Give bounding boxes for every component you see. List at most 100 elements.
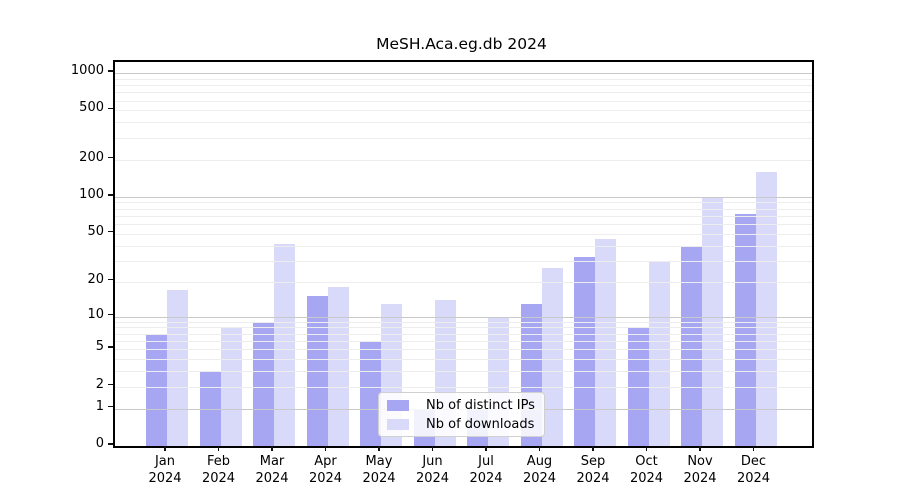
bar-downloads-mar [274,244,295,446]
bar-downloads-feb [220,327,242,446]
bar-ips-jan [146,333,167,446]
x-tick-mark-feb [217,446,220,451]
y-tick-label-20: 20 [87,271,104,287]
y-tick-label-500: 500 [79,100,104,116]
x-tick-label-may: May 2024 [362,454,396,486]
y-tick-mark-1000 [108,70,113,72]
x-tick-mark-may [378,446,380,451]
bar-downloads-apr [327,287,349,446]
gridline-minor-50 [115,233,812,235]
gridline-minor-40 [115,245,812,247]
gridline-minor-8 [115,327,812,329]
y-tick-mark-500 [108,107,113,110]
x-tick-label-sep: Sep 2024 [576,454,610,486]
y-tick-mark-200 [108,156,113,159]
gridline-minor-700 [115,92,812,94]
bar-downloads-nov [702,196,723,446]
x-tick-mark-apr [324,446,327,451]
y-tick-mark-1 [108,405,113,408]
x-tick-label-feb: Feb 2024 [201,454,236,486]
gridline-minor-600 [115,100,812,102]
x-tick-mark-jun [431,446,434,451]
x-tick-mark-dec [752,446,755,451]
y-tick-label-100: 100 [79,186,104,202]
gridline-minor-500 [115,110,812,112]
y-tick-label-1000: 1000 [70,62,104,78]
y-tick-mark-50 [108,230,113,233]
gridline-minor-20 [115,281,812,283]
x-tick-mark-nov [699,446,701,451]
gridline-minor-2 [115,386,812,388]
x-tick-mark-aug [538,446,541,451]
x-tick-label-nov: Nov 2024 [683,454,717,486]
downloads-swatch [387,418,409,430]
legend-label: Nb of downloads [426,416,535,432]
y-tick-mark-0 [108,443,113,445]
y-tick-label-200: 200 [79,149,104,165]
gridline-minor-6 [115,340,812,342]
gridline-minor-30 [115,260,812,262]
bar-downloads-dec [755,171,777,446]
gridline-minor-60 [115,224,812,225]
gridline-major-100 [115,196,812,198]
x-tick-label-jan: Jan 2024 [148,454,182,486]
x-tick-label-apr: Apr 2024 [308,454,343,486]
gridline-minor-800 [115,85,812,86]
chart-title: MeSH.Aca.eg.db 2024 [376,35,547,53]
x-tick-mark-jul [485,446,487,451]
gridline-minor-900 [115,78,812,80]
y-tick-label-50: 50 [87,223,104,239]
gridline-minor-90 [115,202,812,204]
legend: Nb of distinct IPs Nb of downloads [378,392,545,437]
bar-ips-may [360,340,381,446]
gridline-minor-5 [115,349,812,351]
x-tick-label-aug: Aug 2024 [522,454,557,486]
gridline-minor-400 [115,122,812,124]
gridline-minor-300 [115,137,812,139]
gridline-major-1000 [115,72,812,74]
gridline-minor-3 [115,371,812,373]
y-tick-mark-20 [108,278,113,281]
gridline-minor-9 [115,321,812,323]
y-tick-mark-100 [108,194,113,196]
gridline-major-10 [115,316,812,318]
gridline-minor-7 [115,333,812,335]
gridline-minor-200 [115,159,812,161]
x-tick-mark-mar [271,446,273,451]
y-tick-mark-5 [108,346,113,348]
bar-downloads-sep [595,239,616,446]
bar-downloads-jan [167,289,188,446]
y-tick-label-1: 1 [95,398,104,414]
x-tick-label-jul: Jul 2024 [469,454,503,486]
bar-ips-mar [253,321,274,446]
bar-ips-nov [681,245,702,446]
gridline-minor-4 [115,359,812,361]
x-tick-label-oct: Oct 2024 [629,454,664,486]
legend-label: Nb of distinct IPs [426,397,535,413]
y-tick-label-0: 0 [95,436,104,451]
y-tick-label-2: 2 [95,376,104,392]
x-tick-mark-sep [592,446,594,451]
bar-downloads-aug [541,268,563,446]
plot-area [113,60,814,448]
x-tick-label-dec: Dec 2024 [736,454,771,486]
bar-ips-dec [734,213,756,446]
gridline-minor-80 [115,208,812,210]
x-tick-mark-jan [164,446,166,451]
x-tick-label-mar: Mar 2024 [255,454,289,486]
y-tick-mark-2 [108,383,113,386]
x-tick-label-jun: Jun 2024 [415,454,450,486]
y-tick-label-5: 5 [95,339,104,355]
y-tick-mark-10 [108,313,113,316]
bar-ips-sep [574,257,595,446]
x-tick-mark-oct [645,446,648,451]
bar-downloads-oct [648,260,670,446]
legend-item-distinct-ips: Nb of distinct IPs [387,397,538,413]
legend-item-downloads: Nb of downloads [387,416,538,432]
y-tick-label-10: 10 [87,306,104,322]
distinct-ips-swatch [387,399,409,411]
bar-ips-feb [199,371,221,446]
gridline-minor-70 [115,215,812,217]
bar-ips-oct [627,327,649,446]
